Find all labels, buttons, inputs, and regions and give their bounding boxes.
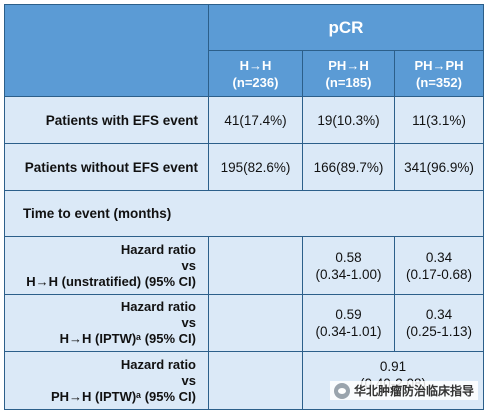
header-column-row: H→H (n=236) PH→H (n=185) PH→PH (n=352) (5, 50, 484, 97)
empty-cell (208, 351, 303, 410)
hr-label-line3: H→H (unstratified) (95% CI) (26, 273, 196, 289)
column-name: PH→H (328, 57, 369, 73)
row-label: Hazard ratio vs PH→H (IPTW)ᵃ (95% CI) (4, 351, 209, 410)
hr-label-line2: vs (181, 257, 196, 273)
hr-ci: (0.34-1.01) (315, 324, 382, 339)
cell-value: 0.34 (0.25-1.13) (394, 294, 484, 352)
header-corner-cell (4, 4, 209, 97)
row-without-efs: Patients without EFS event 195(82.6%) 16… (4, 143, 484, 191)
hr-label-line1: Hazard ratio (120, 356, 196, 372)
column-name: PH→PH (414, 57, 464, 73)
column-n: (n=185) (325, 74, 372, 90)
hr-value: 0.34 (425, 249, 453, 265)
row-label: Patients with EFS event (4, 96, 209, 144)
row-label: Hazard ratio vs H→H (unstratified) (95% … (4, 236, 209, 295)
column-header-ph-ph: PH→PH (n=352) (394, 50, 484, 97)
empty-cell (208, 294, 303, 352)
cell-value: 11(3.1%) (394, 96, 484, 144)
column-header-h-h: H→H (n=236) (208, 50, 303, 97)
row-label: Hazard ratio vs H→H (IPTW)ᵃ (95% CI) (4, 294, 209, 352)
column-header-ph-h: PH→H (n=185) (302, 50, 395, 97)
hr-label-line3: H→H (IPTW)ᵃ (95% CI) (59, 331, 196, 346)
hr-value: 0.34 (425, 307, 453, 322)
cell-value: 195(82.6%) (208, 143, 303, 191)
section-label: Time to event (months) (4, 190, 484, 237)
cell-value: 19(10.3%) (302, 96, 395, 144)
watermark-text: 华北肿瘤防治临床指导 (353, 384, 474, 398)
row-hr-iptw-h: Hazard ratio vs H→H (IPTW)ᵃ (95% CI) 0.5… (4, 294, 484, 352)
hr-ci: (0.25-1.13) (405, 324, 473, 339)
cell-value: 0.34 (0.17-0.68) (394, 236, 484, 295)
header-group-row: pCR (4, 4, 484, 97)
hr-ci: (0.34-1.00) (315, 266, 382, 282)
hr-label-line3: PH→H (IPTW)ᵃ (95% CI) (50, 388, 196, 404)
row-time-to-event: Time to event (months) (4, 190, 484, 237)
row-hr-unstratified: Hazard ratio vs H→H (unstratified) (95% … (4, 236, 484, 295)
hr-value: 0.59 (335, 307, 362, 322)
cell-value: 341(96.9%) (394, 143, 484, 191)
cell-value: 0.59 (0.34-1.01) (302, 294, 395, 352)
empty-cell (208, 236, 303, 295)
column-name: H→H (239, 57, 272, 73)
hr-ci: (0.17-0.68) (405, 266, 473, 282)
column-n: (n=352) (416, 74, 462, 90)
hr-label-line2: vs (181, 315, 196, 330)
cell-value: 166(89.7%) (302, 143, 395, 191)
hr-label-line2: vs (181, 372, 196, 388)
hr-label-line1: Hazard ratio (120, 241, 196, 257)
pcr-group-header: pCR (208, 4, 484, 51)
pcr-efs-table: pCR H→H (n=236) PH→H (n=185) PH→PH (n=35… (4, 4, 484, 410)
hr-label-line1: Hazard ratio (120, 299, 196, 314)
cell-value: 0.58 (0.34-1.00) (302, 236, 395, 295)
wechat-watermark: 华北肿瘤防治临床指导 (329, 381, 478, 400)
hr-value: 0.91 (379, 359, 407, 374)
row-with-efs: Patients with EFS event 41(17.4%) 19(10.… (4, 96, 484, 144)
wechat-icon (333, 382, 350, 399)
column-n: (n=236) (232, 74, 279, 90)
hr-value: 0.58 (335, 249, 362, 265)
cell-value: 41(17.4%) (208, 96, 303, 144)
row-label: Patients without EFS event (4, 143, 209, 191)
